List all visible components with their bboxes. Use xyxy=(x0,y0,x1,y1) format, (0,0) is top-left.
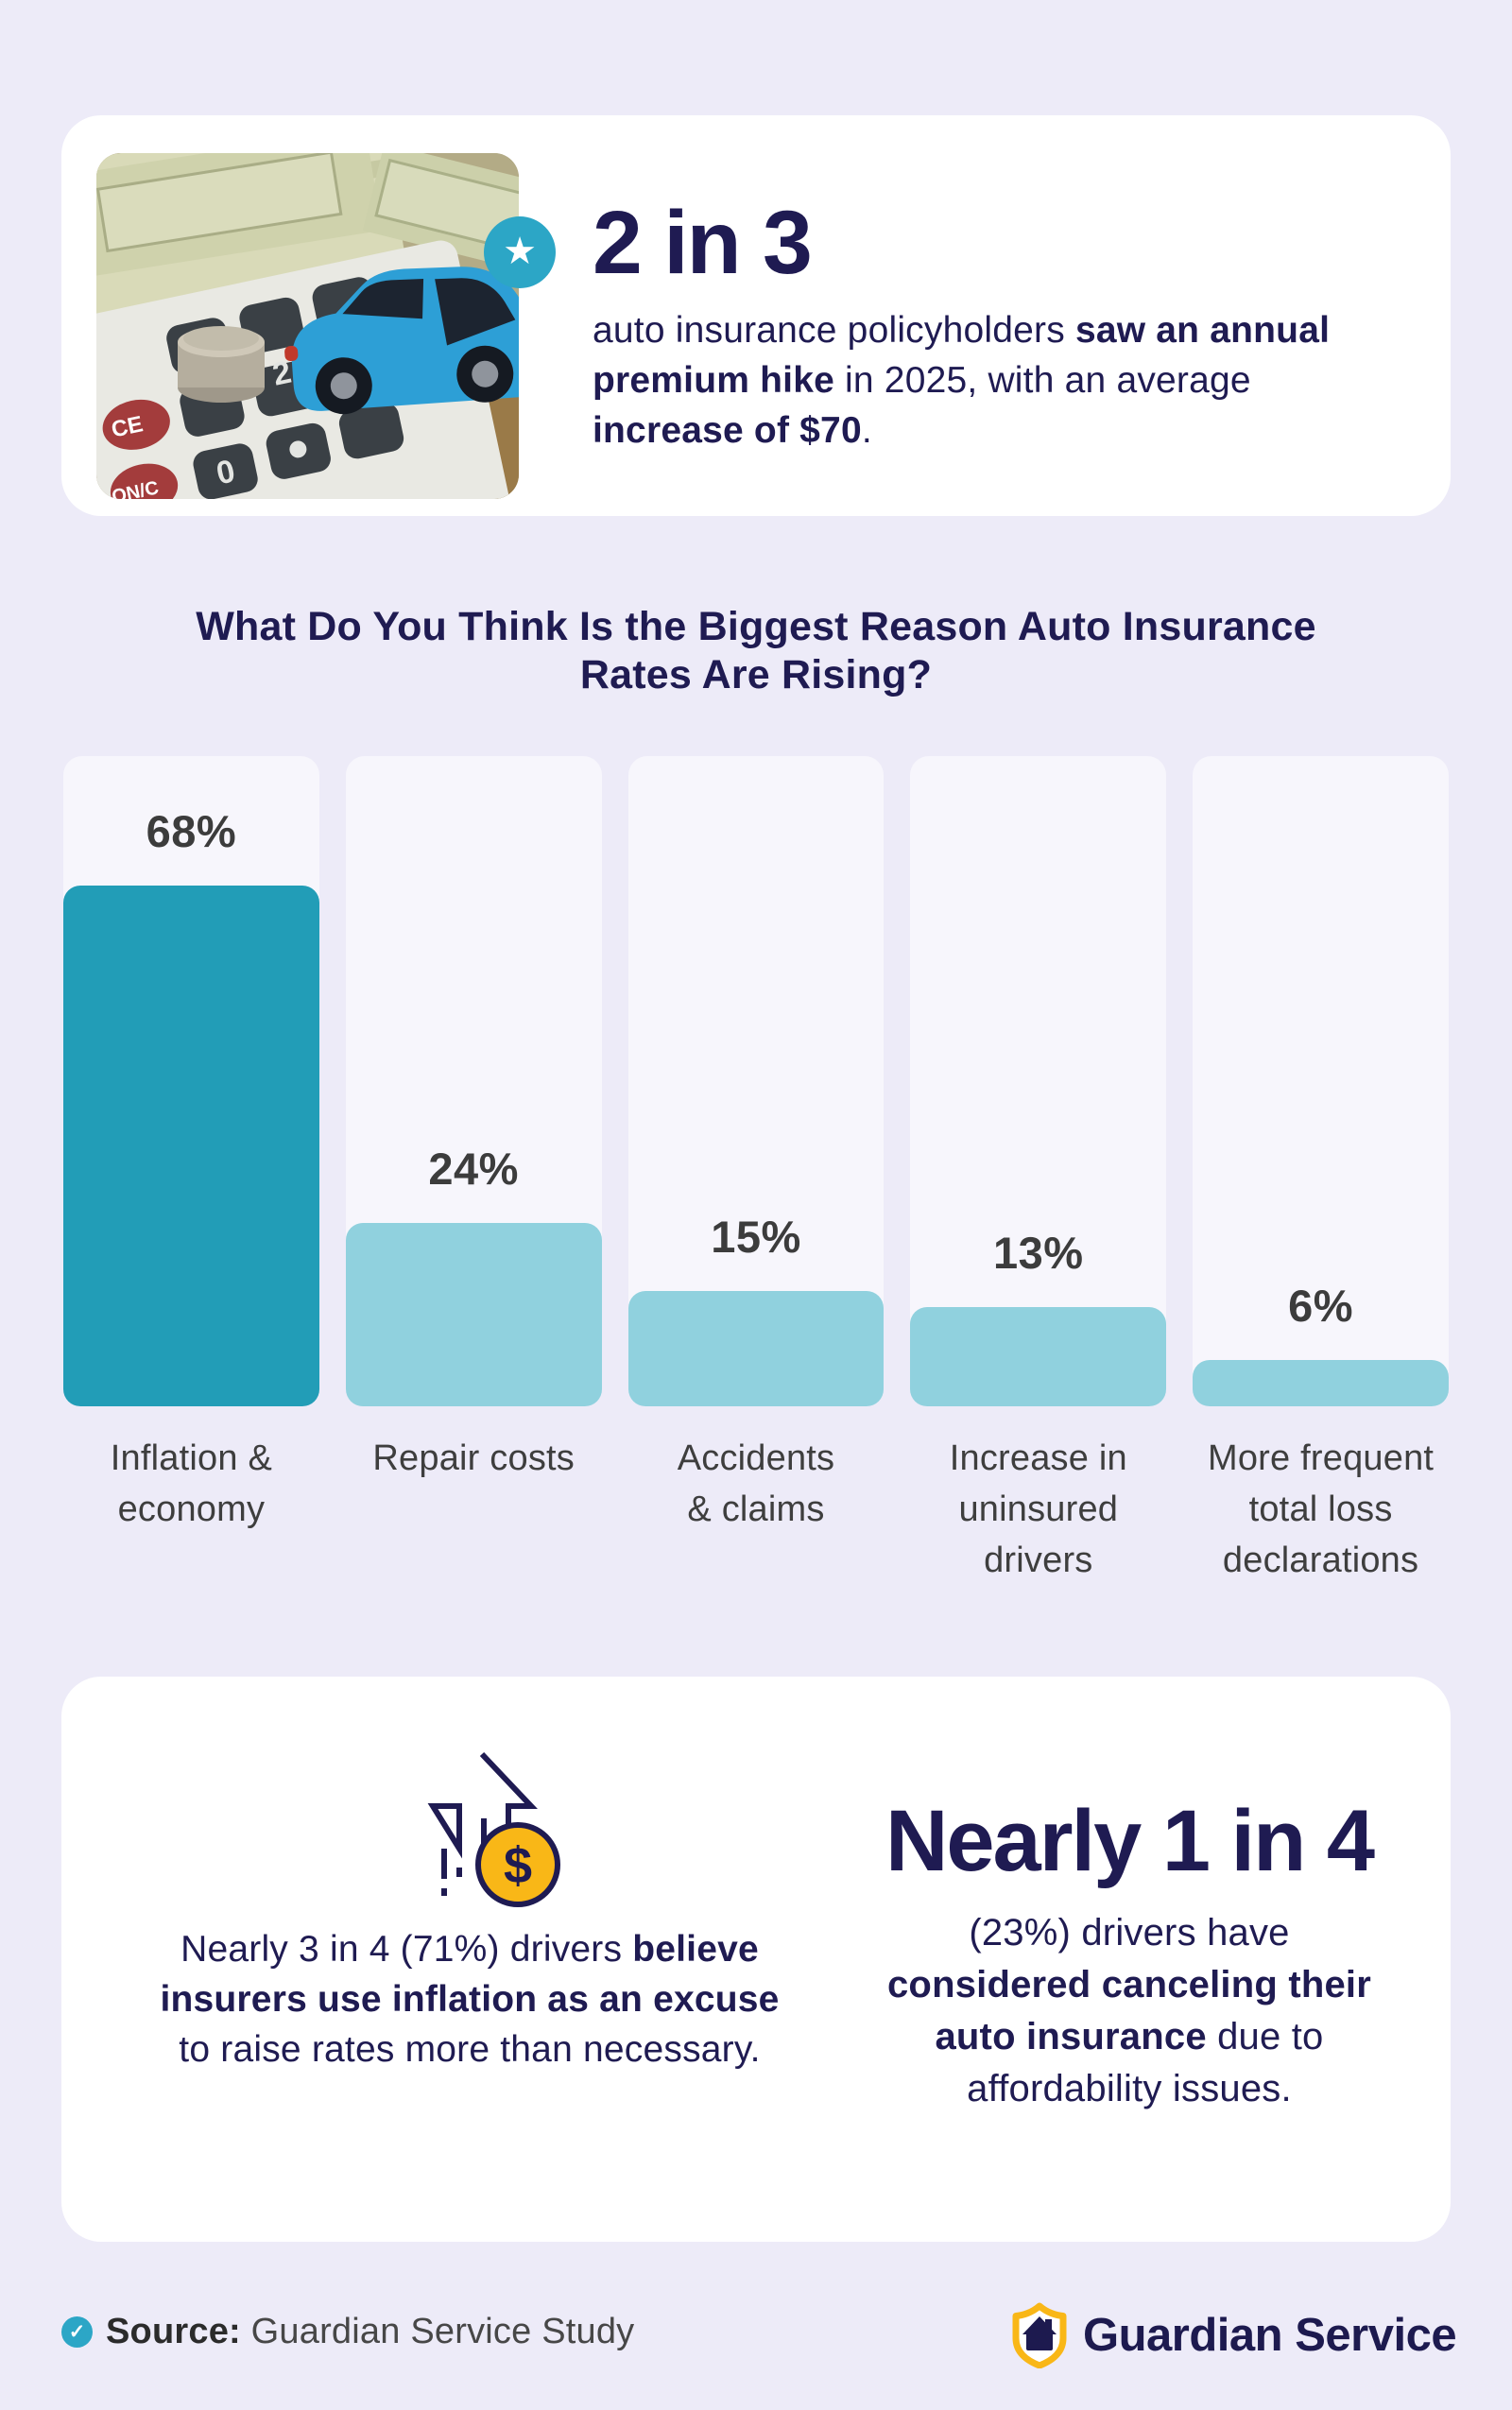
chart-column-1: 68% xyxy=(63,756,319,1406)
insight-right-bold: considered canceling their auto insuranc… xyxy=(886,1964,1372,2057)
hero-photo: CE ON/C 0 2 = xyxy=(96,153,519,499)
bar-4 xyxy=(910,1307,1167,1406)
insight-right-text: (23%) drivers have considered canceling … xyxy=(865,1907,1394,2115)
insight-right-headline: Nearly 1 in 4 xyxy=(885,1793,1375,1889)
toy-car-money-photo-illustration: CE ON/C 0 2 = xyxy=(96,153,519,499)
hero-headline: 2 in 3 xyxy=(593,193,813,293)
bar-2 xyxy=(345,1223,602,1406)
rising-dollar-arrow-icon: $ xyxy=(397,1747,595,1912)
source-value: Guardian Service Study xyxy=(240,2312,635,2351)
insight-right: Nearly 1 in 4 (23%) drivers have conside… xyxy=(865,1798,1394,2115)
hero-body-text: auto insurance policyholders xyxy=(593,309,1075,351)
chart-column-2: 24% xyxy=(345,756,602,1406)
bar-5 xyxy=(1193,1360,1449,1406)
bar-1 xyxy=(63,886,319,1406)
hero-body-bold: increase of $70 xyxy=(593,409,862,451)
brand-logo: Guardian Service xyxy=(1012,2302,1457,2368)
chart-title-line2: Rates Are Rising? xyxy=(579,652,933,697)
star-badge: ★ xyxy=(484,216,556,288)
insight-left-text: Nearly 3 in 4 (71%) drivers believe insu… xyxy=(148,1924,791,2074)
bar-3 xyxy=(627,1291,885,1406)
bar-value-label: 6% xyxy=(1288,1281,1354,1331)
insight-left-regular: to raise rates more than necessary. xyxy=(179,2029,761,2070)
brand-name: Guardian Service xyxy=(1083,2310,1457,2361)
chart-column-3: 15% xyxy=(627,756,885,1406)
chart-column-4: 13% xyxy=(910,756,1167,1406)
insight-right-regular: due to affordability issues. xyxy=(967,2016,1324,2109)
insight-right-regular: (23%) drivers have xyxy=(969,1912,1290,1954)
svg-text:$: $ xyxy=(504,1837,532,1894)
hero-body-text: . xyxy=(861,409,872,451)
checkmark-icon: ✓ xyxy=(61,2316,93,2348)
category-label-5: More frequent total loss declarations xyxy=(1207,1438,1435,1580)
bar-value-label: 68% xyxy=(146,806,237,856)
bar-value-label: 15% xyxy=(711,1212,801,1262)
hero-card: CE ON/C 0 2 = xyxy=(61,115,1451,516)
hero-body-text: in 2025, with an average xyxy=(833,359,1251,401)
bar-chart: 68% 24% 15% 13% 6% xyxy=(63,756,1449,1406)
hero-body-bold: saw an annual premium hike xyxy=(593,309,1331,401)
bar-value-label: 24% xyxy=(428,1144,519,1194)
category-label-4: Increase in uninsured drivers xyxy=(949,1438,1127,1580)
insights-card: $ Nearly 3 in 4 (71%) drivers believe in… xyxy=(61,1677,1451,2242)
shield-house-icon xyxy=(1012,2302,1067,2368)
insight-left-bold: believe insurers use inflation as an exc… xyxy=(160,1929,780,2020)
bar-chart-category-labels: Inflation & economy Repair costs Accidents… xyxy=(63,1433,1449,1586)
category-label-3: Accidents & claims xyxy=(677,1438,835,1529)
chart-title: What Do You Think Is the Biggest Reason … xyxy=(0,603,1512,699)
hero-body: auto insurance policyholders saw an annu… xyxy=(593,305,1377,456)
source-text: Source: Guardian Service Study xyxy=(106,2312,634,2352)
insight-left-regular: Nearly 3 in 4 (71%) drivers xyxy=(180,1929,633,1970)
star-icon: ★ xyxy=(503,231,537,272)
category-label-1: Inflation & economy xyxy=(110,1438,272,1529)
source-label: Source: xyxy=(106,2312,241,2351)
category-label-2: Repair costs xyxy=(372,1438,575,1478)
chart-column-5: 6% xyxy=(1193,756,1449,1406)
source-row: ✓ Source: Guardian Service Study xyxy=(61,2312,634,2352)
bar-value-label: 13% xyxy=(993,1228,1084,1278)
chart-title-line1: What Do You Think Is the Biggest Reason … xyxy=(196,604,1316,649)
